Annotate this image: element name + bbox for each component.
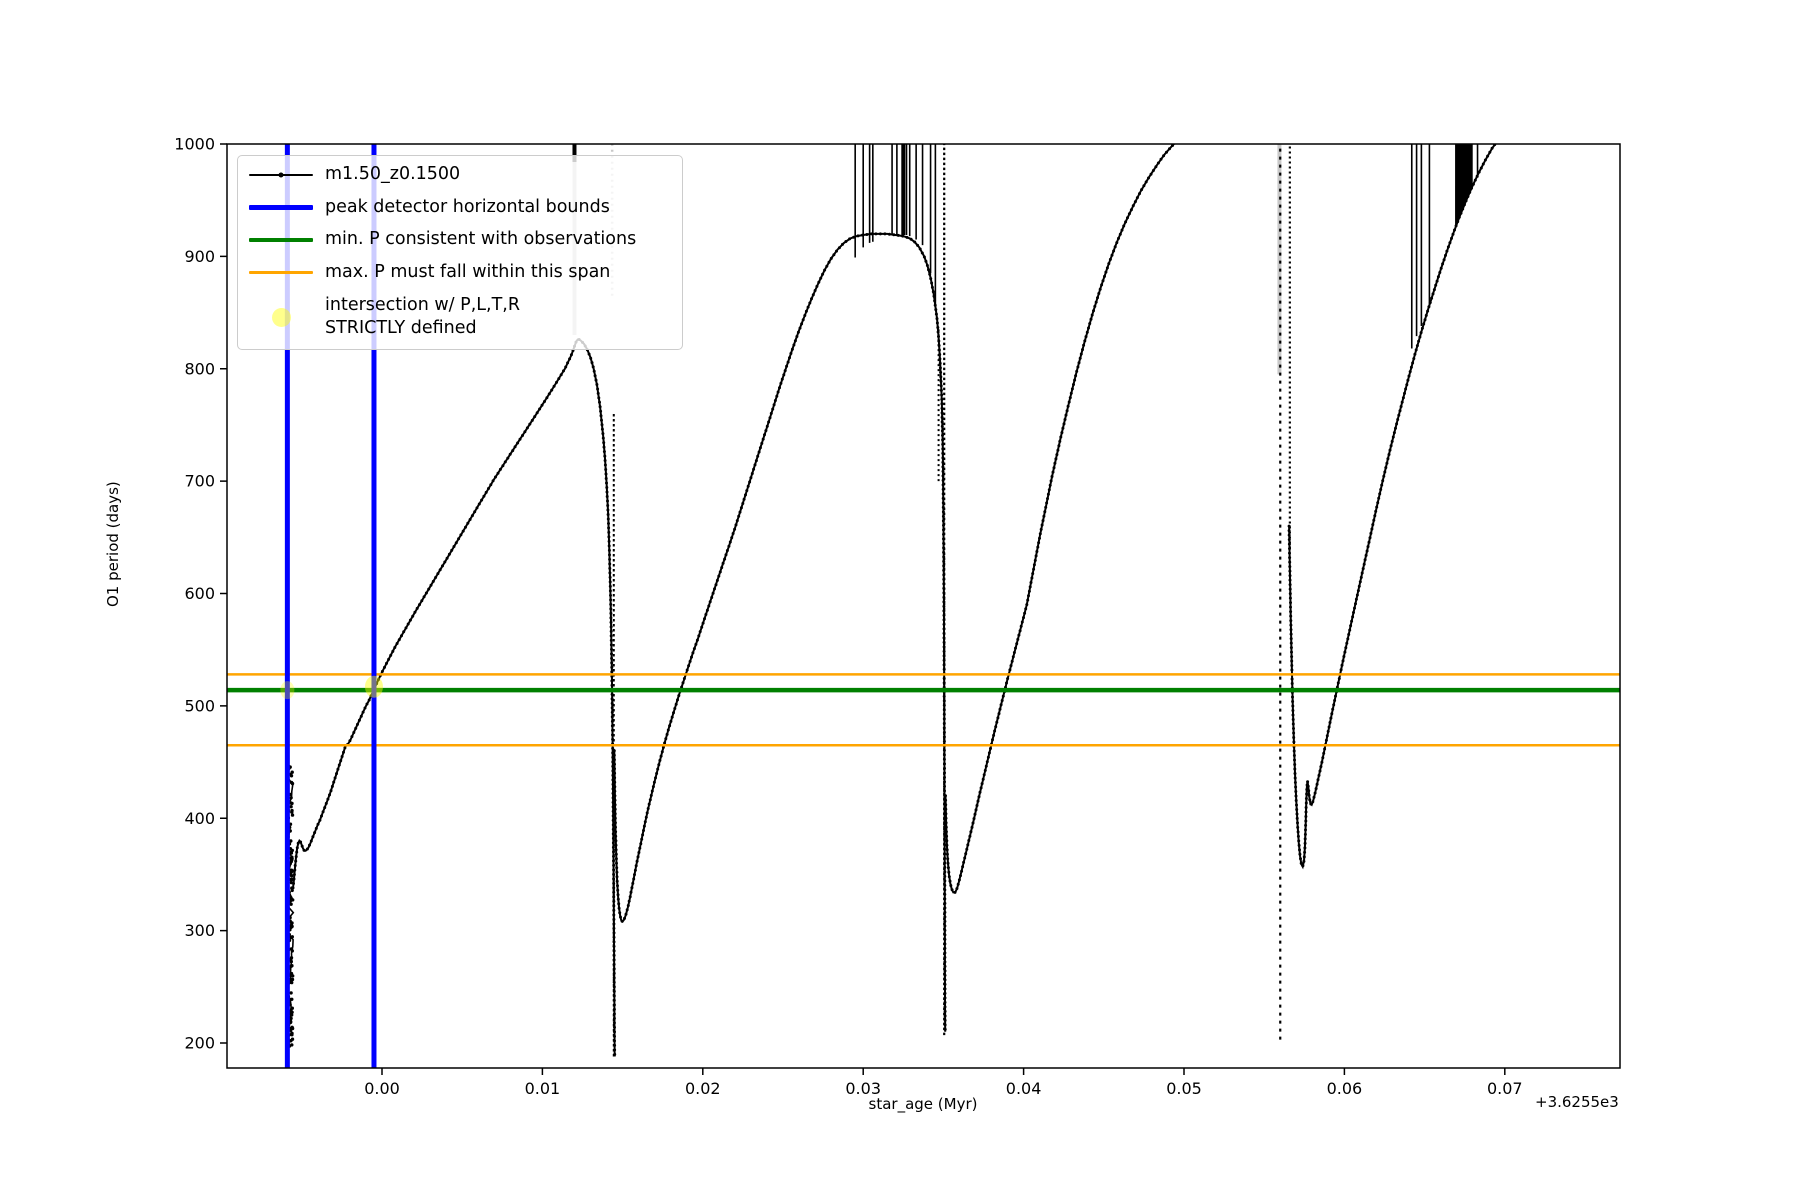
x-tick-label: 0.06 [1327, 1079, 1363, 1098]
legend: m1.50_z0.1500 peak detector horizontal b… [237, 155, 683, 350]
axis-ticks: 0.00 0.01 0.02 0.03 0.04 0.05 0.06 0.07 200 300 40… [174, 135, 1522, 1099]
y-tick-label: 900 [184, 247, 215, 266]
series-line-sample [249, 172, 313, 178]
legend-label-max-p: max. P must fall within this span [325, 261, 611, 282]
plot-area [227, 144, 1620, 1068]
intersection-marker-sample [249, 307, 313, 327]
series-line [944, 144, 1176, 894]
y-tick-label: 300 [184, 921, 215, 940]
legend-item-max-p: max. P must fall within this span [249, 261, 672, 285]
series-line [613, 232, 947, 1032]
y-tick-label: 700 [184, 472, 215, 491]
x-tick-label: 0.02 [685, 1079, 721, 1098]
legend-label-intersection: intersection w/ P,L,T,R STRICTLY defined [325, 294, 520, 339]
series-line [292, 338, 616, 1057]
legend-item-series: m1.50_z0.1500 [249, 163, 672, 187]
series-line [1288, 144, 1497, 870]
legend-item-intersection: intersection w/ P,L,T,R STRICTLY defined [249, 294, 672, 341]
intersection-marker [364, 675, 383, 698]
x-axis-offset-label: +3.6255e3 [1535, 1093, 1619, 1111]
x-tick-label: 0.07 [1487, 1079, 1523, 1098]
green-line-sample [249, 237, 313, 243]
legend-item-peak-bounds: peak detector horizontal bounds [249, 196, 672, 220]
y-tick-label: 600 [184, 584, 215, 603]
x-tick-label: 0.04 [1006, 1079, 1042, 1098]
legend-label-series: m1.50_z0.1500 [325, 164, 461, 184]
y-tick-label: 400 [184, 809, 215, 828]
blue-line-sample [249, 204, 313, 210]
legend-label-peak-bounds: peak detector horizontal bounds [325, 196, 610, 217]
legend-item-min-p: min. P consistent with observations [249, 228, 672, 252]
y-tick-label: 200 [184, 1034, 215, 1053]
x-axis-label: star_age (Myr) [868, 1095, 978, 1113]
plot-spines [226, 143, 1621, 1069]
y-tick-label: 1000 [174, 135, 215, 154]
y-tick-label: 800 [184, 359, 215, 378]
legend-label-min-p: min. P consistent with observations [325, 229, 637, 250]
glitch-filled-band [1455, 144, 1473, 229]
x-tick-label: 0.00 [364, 1079, 400, 1098]
x-tick-label: 0.01 [525, 1079, 561, 1098]
series-curve-m1.50_z0.1500 [291, 144, 1497, 1057]
x-tick-label: 0.05 [1166, 1079, 1202, 1098]
intersection-marker [280, 681, 295, 700]
x-tick-label: 0.03 [845, 1079, 881, 1098]
y-axis-label: O1 period (days) [103, 481, 122, 607]
orange-line-sample [249, 271, 313, 274]
y-tick-label: 500 [184, 696, 215, 715]
